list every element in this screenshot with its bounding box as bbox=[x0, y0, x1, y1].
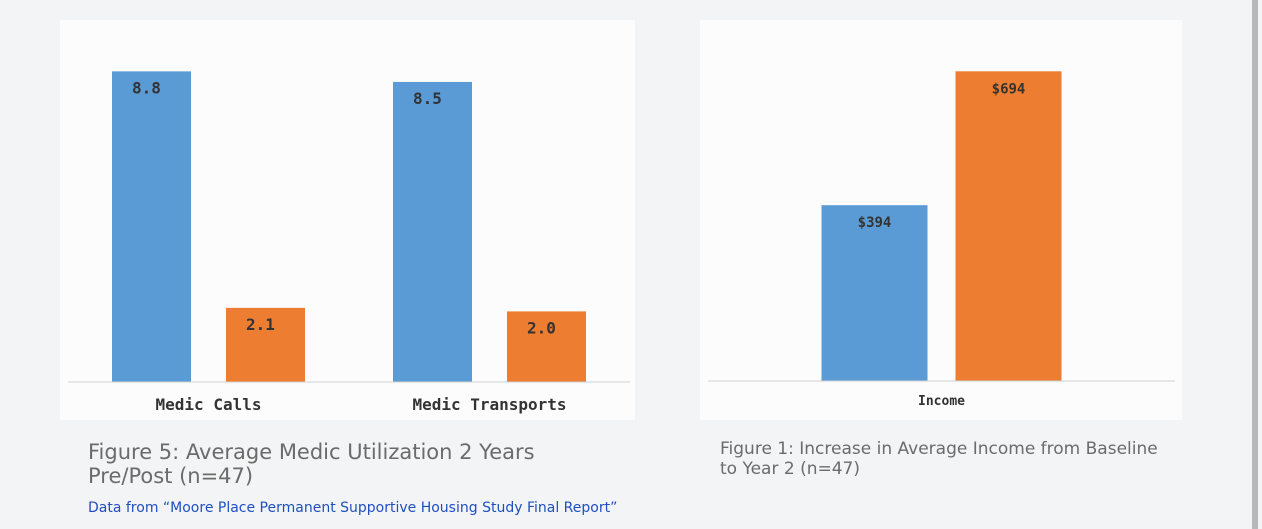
data-label: $694 bbox=[992, 81, 1026, 97]
data-label: 2.1 bbox=[246, 315, 275, 334]
bar bbox=[112, 71, 191, 382]
chart-title: Figure 1: Increase in Average Income fro… bbox=[720, 440, 1160, 479]
bar bbox=[822, 205, 928, 381]
chart-title: Figure 5: Average Medic Utilization 2 Ye… bbox=[88, 440, 588, 488]
data-label: 8.8 bbox=[132, 78, 161, 97]
data-label: 8.5 bbox=[413, 89, 442, 108]
x-tick-label: Medic Calls bbox=[156, 395, 262, 414]
source-note: Data from “Moore Place Permanent Support… bbox=[88, 500, 617, 516]
x-tick-label: Medic Transports bbox=[412, 395, 566, 414]
panel bbox=[700, 20, 1182, 420]
edge-bar bbox=[1252, 0, 1258, 529]
bar bbox=[393, 82, 472, 382]
data-label: $394 bbox=[858, 215, 892, 231]
page: Medic Calls 8.8 2.1 Medic Transports 8.5 2.0 I… bbox=[0, 0, 1262, 529]
bar bbox=[956, 71, 1062, 381]
data-label: 2.0 bbox=[527, 318, 556, 337]
x-tick-label: Income bbox=[918, 394, 965, 409]
